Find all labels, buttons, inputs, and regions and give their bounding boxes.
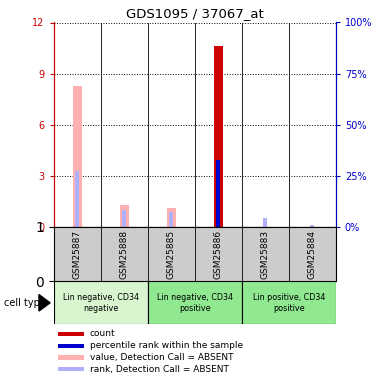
Bar	[214, 46, 223, 227]
Bar	[54, 281, 148, 324]
Bar	[120, 205, 128, 227]
Polygon shape	[39, 295, 50, 311]
Text: Lin negative, CD34
positive: Lin negative, CD34 positive	[157, 293, 233, 312]
Text: count: count	[90, 330, 115, 339]
Bar	[216, 160, 220, 227]
Text: Lin negative, CD34
negative: Lin negative, CD34 negative	[63, 293, 139, 312]
Text: cell type: cell type	[4, 298, 46, 308]
Text: rank, Detection Call = ABSENT: rank, Detection Call = ABSENT	[90, 364, 229, 374]
Bar	[263, 217, 267, 227]
Text: GSM25884: GSM25884	[308, 230, 317, 279]
Bar	[242, 281, 336, 324]
Bar	[58, 356, 84, 360]
Text: GSM25888: GSM25888	[120, 230, 129, 279]
Bar	[73, 86, 82, 227]
Bar	[58, 344, 84, 348]
Title: GDS1095 / 37067_at: GDS1095 / 37067_at	[126, 7, 264, 20]
Bar	[122, 210, 127, 227]
Text: Lin positive, CD34
positive: Lin positive, CD34 positive	[253, 293, 325, 312]
Bar	[169, 212, 173, 227]
Bar	[148, 281, 242, 324]
Text: GSM25886: GSM25886	[214, 230, 223, 279]
Bar	[58, 332, 84, 336]
Bar	[58, 367, 84, 371]
Text: GSM25887: GSM25887	[73, 230, 82, 279]
Bar	[310, 225, 314, 227]
Bar	[75, 171, 79, 227]
Text: percentile rank within the sample: percentile rank within the sample	[90, 341, 243, 350]
Text: GSM25883: GSM25883	[261, 230, 270, 279]
Bar	[167, 208, 175, 227]
Text: value, Detection Call = ABSENT: value, Detection Call = ABSENT	[90, 353, 233, 362]
Text: GSM25885: GSM25885	[167, 230, 176, 279]
